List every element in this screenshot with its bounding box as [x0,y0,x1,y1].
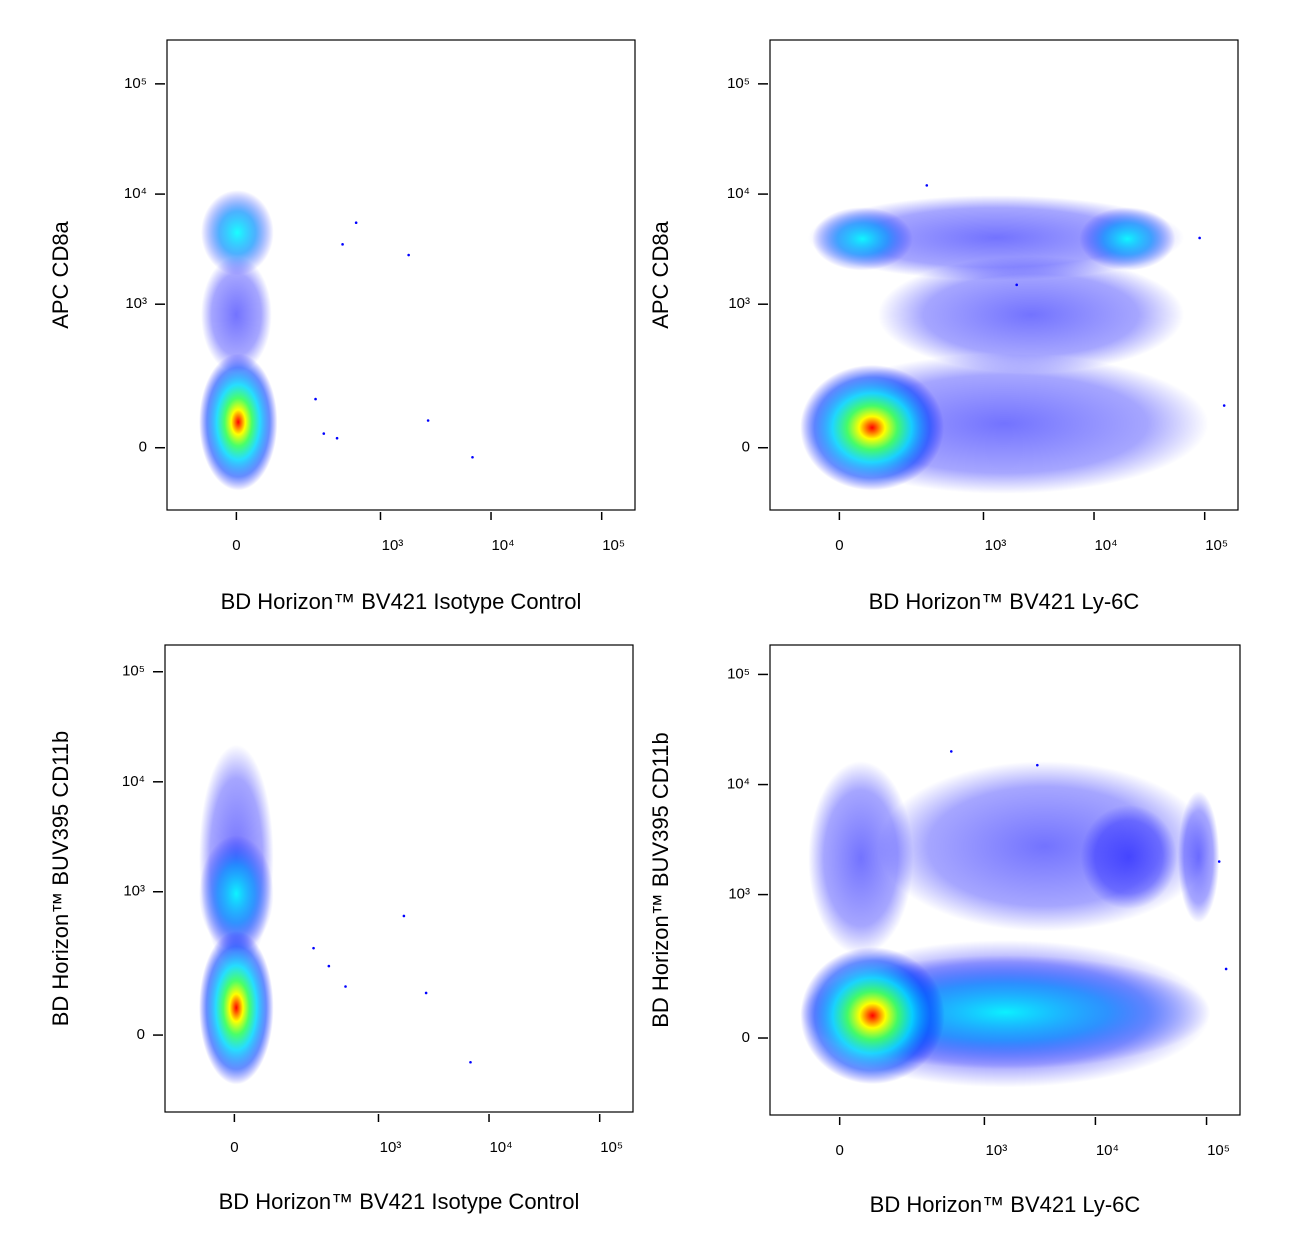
event [341,243,344,246]
x-tick-label: 10⁵ [1205,537,1228,554]
event [322,432,326,435]
plot-area [199,190,474,491]
population [877,256,1185,373]
x-tick-label: 10⁵ [600,1139,623,1156]
y-tick-label: 0 [742,1029,750,1046]
y-tick-label: 10⁵ [124,75,147,92]
population [199,835,274,953]
event [327,964,331,968]
y-tick-label: 10⁵ [727,75,750,92]
event [1217,860,1221,863]
population [800,364,945,491]
y-tick-label: 0 [137,1026,145,1043]
y-tick-label: 10³ [728,886,750,903]
event [344,985,347,988]
event [925,184,929,187]
event [426,419,430,422]
x-tick-label: 10⁴ [491,537,514,554]
population [201,256,272,373]
population [199,353,278,491]
population [1177,791,1220,923]
event [1222,404,1226,407]
event [1198,236,1201,240]
x-tick-label: 10⁵ [1207,1142,1230,1159]
x-tick-label: 10⁵ [602,537,625,554]
y-tick-label: 10⁵ [727,665,750,682]
event [1015,283,1019,287]
event [402,914,406,918]
y-tick-label: 10⁴ [727,185,750,202]
plot-frame [166,39,636,511]
x-tick-label: 10³ [382,537,404,554]
y-tick-label: 10³ [728,295,750,312]
event [314,397,317,401]
x-tick-label: 0 [836,1142,844,1159]
population [199,930,274,1085]
event [471,455,474,459]
plot-frame [164,644,634,1113]
y-axis-title: BD Horizon™ BUV395 CD11b [648,732,673,1028]
plot-frame [769,644,1241,1116]
plot-area [199,744,472,1085]
x-tick-label: 10⁴ [1096,1142,1119,1159]
event [407,253,410,257]
x-tick-label: 0 [835,537,843,554]
event [949,750,953,753]
event [424,991,428,995]
y-tick-label: 0 [742,439,750,456]
x-tick-label: 0 [232,537,240,554]
x-axis-title: BD Horizon™ BV421 Ly-6C [869,589,1140,614]
plot-area [800,184,1226,494]
event [1224,967,1228,971]
population [800,947,945,1085]
population [808,761,914,956]
population [201,190,274,276]
x-axis-title: BD Horizon™ BV421 Isotype Control [219,1189,580,1214]
x-tick-label: 10⁴ [1094,537,1117,554]
population [808,195,1185,281]
y-axis-title: APC CD8a [48,220,73,328]
x-axis-title: BD Horizon™ BV421 Ly-6C [870,1192,1141,1217]
y-tick-label: 10⁴ [124,185,147,202]
event [354,221,358,225]
y-tick-label: 0 [139,439,147,456]
x-tick-label: 10³ [380,1139,402,1156]
y-tick-label: 10³ [123,883,145,900]
population [1079,207,1176,271]
population [1080,805,1178,910]
event [1036,763,1039,767]
x-tick-label: 10³ [986,1142,1008,1159]
event [312,946,315,950]
y-axis-title: APC CD8a [648,220,673,328]
population [812,207,913,271]
event [335,436,339,440]
plot-area [800,750,1228,1088]
y-axis-title: BD Horizon™ BUV395 CD11b [48,731,73,1027]
x-axis-title: BD Horizon™ BV421 Isotype Control [221,589,582,614]
event [469,1060,472,1064]
y-tick-label: 10³ [125,295,147,312]
y-tick-label: 10⁵ [122,663,145,680]
x-tick-label: 10³ [985,537,1007,554]
x-tick-label: 0 [230,1139,238,1156]
y-tick-label: 10⁴ [727,776,750,793]
y-tick-label: 10⁴ [122,773,145,790]
plot-frame [769,39,1239,511]
x-tick-label: 10⁴ [489,1139,512,1156]
